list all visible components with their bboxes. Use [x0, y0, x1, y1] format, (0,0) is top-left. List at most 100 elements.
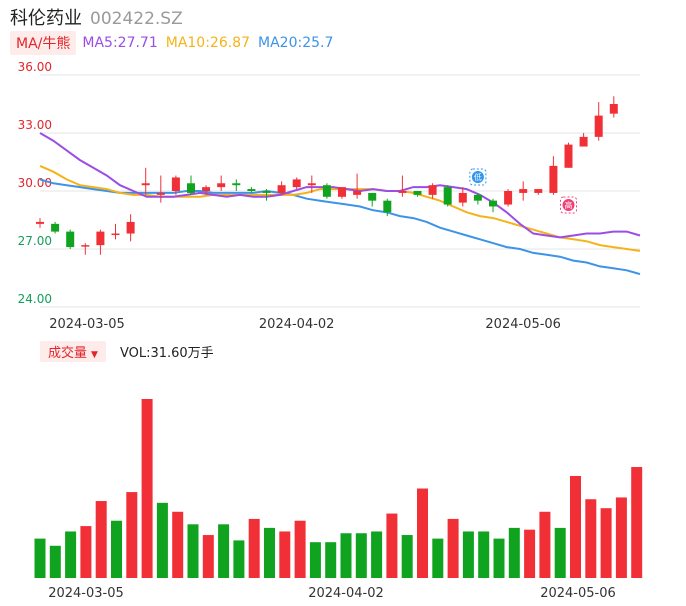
candle-up: [338, 187, 346, 197]
candle-up: [428, 185, 437, 195]
high-marker-frame: [560, 196, 577, 214]
volume-bar-down: [478, 531, 490, 578]
volume-bar-up: [172, 511, 184, 578]
candle-up: [111, 233, 120, 236]
candle-down: [262, 191, 271, 193]
volume-bar-down: [493, 538, 505, 578]
candle-up: [156, 192, 165, 195]
volume-bar-up: [202, 535, 214, 578]
stock-name: 科伦药业: [10, 8, 82, 29]
volume-bar-down: [218, 524, 230, 578]
ma20-label: MA20:25.7: [258, 35, 334, 51]
volume-bar-up: [539, 511, 551, 578]
candle-down: [66, 231, 75, 248]
volume-bar-down: [34, 538, 46, 578]
candle-up: [594, 115, 603, 137]
candle-down: [187, 183, 195, 193]
ma5-label: MA5:27.71: [82, 35, 158, 51]
volume-bar-down: [49, 545, 61, 578]
volume-indicator-button[interactable]: 成交量 ▼: [40, 340, 106, 362]
volume-bar-up: [417, 488, 428, 578]
candle-up: [398, 191, 407, 193]
volume-bar-up: [600, 508, 612, 578]
candle-up: [504, 191, 513, 205]
candle-up: [126, 221, 135, 234]
candle-up: [96, 231, 105, 246]
volume-bar-down: [508, 527, 520, 578]
volume-bar-up: [524, 529, 536, 578]
volume-bar-down: [156, 502, 168, 578]
candle-up: [202, 187, 211, 191]
candle-down: [473, 194, 482, 201]
volume-bar-up: [141, 399, 153, 578]
candle-down: [489, 200, 497, 207]
candle-down: [413, 191, 422, 195]
candle-up: [534, 189, 543, 193]
ma10-label: MA10:26.87: [165, 35, 251, 51]
candle-up: [609, 104, 618, 114]
candle-up: [549, 165, 558, 193]
volume-date-tick: 2024-03-05: [48, 586, 124, 601]
price-axis-tick: 33.00: [18, 118, 52, 132]
candle-up: [141, 183, 150, 186]
price-axis-tick: 27.00: [18, 234, 52, 248]
candle-up: [579, 136, 588, 147]
volume-bar-down: [325, 542, 337, 578]
candle-up: [171, 177, 180, 191]
candle-up: [458, 192, 467, 203]
volume-bar-up: [585, 499, 597, 578]
candle-down: [368, 192, 377, 201]
volume-bar-up: [279, 531, 291, 578]
volume-bar-down: [355, 533, 367, 578]
volume-legend: 成交量 ▼ VOL:31.60万手: [40, 340, 214, 362]
volume-bar-down: [65, 531, 77, 578]
volume-value: VOL:31.60万手: [119, 345, 214, 361]
candle-up: [564, 144, 573, 168]
volume-bar-up: [447, 518, 459, 578]
volume-date-tick: 2024-05-06: [540, 586, 616, 601]
volume-date-tick: 2024-04-02: [308, 586, 384, 601]
price-axis-tick: 36.00: [18, 60, 52, 74]
volume-bar-up: [294, 520, 306, 578]
volume-bar-down: [309, 542, 321, 578]
volume-bar-up: [80, 526, 92, 578]
volume-bar-up: [615, 497, 627, 578]
volume-bar-down: [432, 538, 444, 578]
low-marker-label: 低: [474, 172, 482, 182]
candle-down: [322, 185, 331, 197]
volume-bar-down: [340, 533, 352, 578]
candle-up: [217, 183, 226, 188]
high-marker-icon: [562, 199, 575, 211]
price-date-tick: 2024-03-05: [49, 317, 125, 332]
volume-indicator-label: 成交量: [48, 345, 88, 361]
candle-up: [81, 245, 90, 247]
volume-bar-up: [126, 492, 138, 578]
volume-bar-up: [631, 467, 643, 578]
stock-code: 002422.SZ: [90, 9, 183, 29]
candle-up: [307, 183, 316, 186]
candle-down: [443, 187, 452, 205]
candle-down: [383, 200, 392, 213]
volume-bar-up: [95, 501, 107, 578]
price-axis-tick: 30.00: [18, 176, 52, 190]
price-axis-tick: 24.00: [18, 292, 52, 306]
volume-bar-down: [233, 540, 245, 578]
caret-down-icon: ▼: [91, 349, 98, 360]
candle-up: [292, 179, 301, 188]
volume-bar-down: [554, 527, 566, 578]
candle-up: [519, 189, 528, 193]
volume-bar-up: [386, 513, 398, 578]
volume-bar-down: [371, 531, 383, 578]
volume-bar-up: [248, 518, 260, 578]
volume-bar-down: [111, 520, 122, 578]
volume-bar-up: [570, 475, 581, 578]
candle-up: [36, 221, 44, 224]
price-date-tick: 2024-04-02: [259, 317, 335, 332]
low-marker-frame: [469, 168, 487, 186]
ma-indicator-button[interactable]: MA/牛熊: [10, 31, 77, 55]
candle-down: [232, 183, 241, 186]
volume-bar-down: [462, 531, 474, 578]
candle-up: [277, 185, 286, 193]
candle-up: [353, 191, 362, 195]
